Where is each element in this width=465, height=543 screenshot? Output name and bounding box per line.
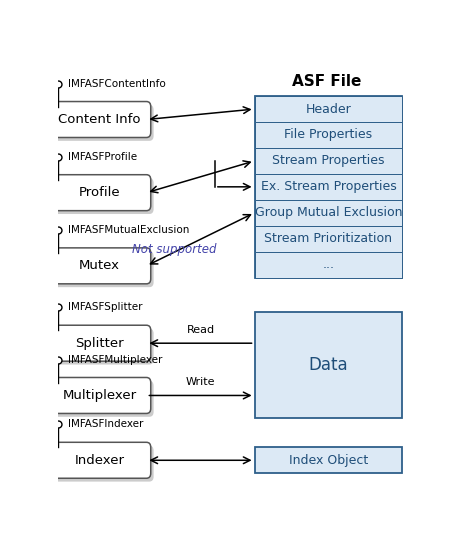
Text: Stream Prioritization: Stream Prioritization xyxy=(265,232,392,245)
Text: Splitter: Splitter xyxy=(75,337,124,350)
Text: IMFASFMultiplexer: IMFASFMultiplexer xyxy=(68,355,163,364)
Text: Content Info: Content Info xyxy=(58,113,141,126)
FancyBboxPatch shape xyxy=(254,174,402,200)
FancyBboxPatch shape xyxy=(254,200,402,226)
FancyBboxPatch shape xyxy=(51,178,153,214)
Text: Profile: Profile xyxy=(79,186,120,199)
FancyBboxPatch shape xyxy=(48,102,151,137)
Text: Not supported: Not supported xyxy=(132,243,217,256)
FancyBboxPatch shape xyxy=(48,175,151,211)
FancyBboxPatch shape xyxy=(254,122,402,148)
Text: Mutex: Mutex xyxy=(79,260,120,273)
Text: ASF File: ASF File xyxy=(292,74,361,90)
Text: Group Mutual Exclusion: Group Mutual Exclusion xyxy=(255,206,402,219)
Text: Read: Read xyxy=(186,325,214,335)
Text: File Properties: File Properties xyxy=(284,129,372,142)
Text: Multiplexer: Multiplexer xyxy=(62,389,137,402)
FancyBboxPatch shape xyxy=(48,377,151,413)
FancyBboxPatch shape xyxy=(254,251,402,277)
FancyBboxPatch shape xyxy=(51,251,153,287)
FancyBboxPatch shape xyxy=(254,96,402,122)
FancyBboxPatch shape xyxy=(51,105,153,141)
FancyBboxPatch shape xyxy=(254,226,402,251)
Text: Ex. Stream Properties: Ex. Stream Properties xyxy=(260,180,396,193)
FancyBboxPatch shape xyxy=(254,447,402,473)
Text: Data: Data xyxy=(309,356,348,374)
FancyBboxPatch shape xyxy=(51,329,153,364)
FancyBboxPatch shape xyxy=(254,312,402,419)
FancyBboxPatch shape xyxy=(48,248,151,284)
FancyBboxPatch shape xyxy=(254,148,402,174)
FancyBboxPatch shape xyxy=(254,96,402,277)
FancyBboxPatch shape xyxy=(51,446,153,482)
Text: Indexer: Indexer xyxy=(74,454,125,467)
Text: IMFASFMutualExclusion: IMFASFMutualExclusion xyxy=(68,225,190,235)
Text: IMFASFContentInfo: IMFASFContentInfo xyxy=(68,79,166,89)
Text: IMFASFIndexer: IMFASFIndexer xyxy=(68,419,144,430)
Text: Write: Write xyxy=(186,377,215,387)
Text: IMFASFSplitter: IMFASFSplitter xyxy=(68,302,143,312)
FancyBboxPatch shape xyxy=(48,325,151,361)
Text: Index Object: Index Object xyxy=(289,454,368,467)
Text: Stream Properties: Stream Properties xyxy=(272,154,385,167)
Text: Header: Header xyxy=(306,103,351,116)
Text: IMFASFProfile: IMFASFProfile xyxy=(68,151,137,162)
FancyBboxPatch shape xyxy=(48,443,151,478)
FancyBboxPatch shape xyxy=(51,381,153,417)
Text: ...: ... xyxy=(322,258,334,271)
